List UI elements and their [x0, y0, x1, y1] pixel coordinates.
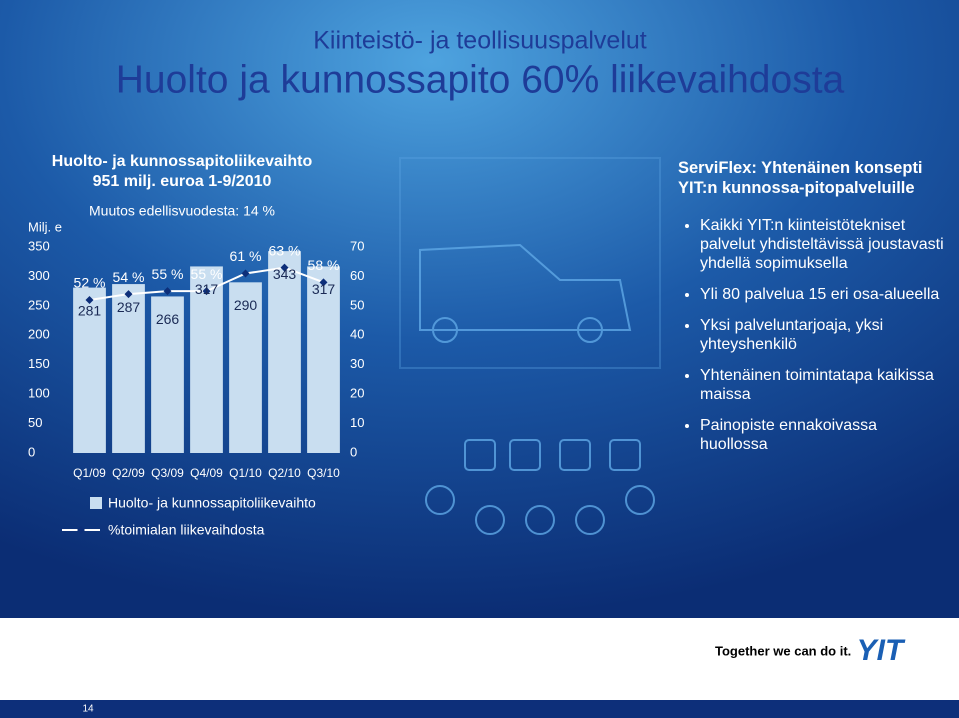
y2-tick-label: 30: [350, 356, 364, 371]
y-tick-label: 250: [28, 297, 50, 312]
line-marker: [163, 287, 172, 296]
footer-band: [0, 618, 959, 700]
x-tick-label: Q2/09: [112, 466, 145, 480]
y-axis-label: Milj. e: [28, 219, 62, 234]
line-marker: [124, 290, 133, 299]
chart-title: 951 milj. euroa 1-9/2010: [93, 173, 272, 190]
y-tick-label: 350: [28, 238, 50, 253]
y2-tick-label: 70: [350, 238, 364, 253]
x-tick-label: Q3/09: [151, 466, 184, 480]
x-tick-label: Q4/09: [190, 466, 223, 480]
bar-value-label: 281: [78, 302, 102, 318]
bullet-list: Kaikki YIT:n kiinteistötekniset palvelut…: [678, 216, 948, 454]
line-marker: [202, 287, 211, 296]
y-tick-label: 100: [28, 386, 50, 401]
x-tick-label: Q1/10: [229, 466, 262, 480]
bar-value-label: 290: [234, 297, 258, 313]
footer-bar: [0, 700, 959, 718]
line-value-label: 58 %: [308, 257, 340, 273]
legend-marker: [77, 526, 85, 534]
line-value-label: 55 %: [152, 266, 184, 282]
bullet: Yli 80 palvelua 15 eri osa-alueella: [700, 285, 948, 304]
bar: [112, 284, 145, 453]
line-marker: [319, 278, 328, 287]
bar-value-label: 317: [195, 281, 219, 297]
line-marker: [241, 269, 250, 278]
bar: [190, 266, 223, 453]
y-tick-label: 150: [28, 356, 50, 371]
y2-tick-label: 50: [350, 297, 364, 312]
line-value-label: 61 %: [230, 248, 262, 264]
y-tick-label: 200: [28, 327, 50, 342]
bullet: Kaikki YIT:n kiinteistötekniset palvelut…: [700, 216, 948, 273]
bullet: Yksi palveluntarjoaja, yksi yhteyshenkil…: [700, 316, 948, 354]
bar-value-label: 317: [312, 281, 336, 297]
chart-title: Huolto- ja kunnossapitoliikevaihto: [52, 153, 313, 170]
bar: [229, 282, 262, 453]
x-tick-label: Q1/09: [73, 466, 106, 480]
y2-tick-label: 10: [350, 415, 364, 430]
y-tick-label: 50: [28, 415, 42, 430]
panel-title: ServiFlex: Yhtenäinen konsepti YIT:n kun…: [678, 159, 923, 197]
chart-subtitle: Muutos edellisvuodesta: 14 %: [89, 203, 275, 219]
y2-tick-label: 60: [350, 268, 364, 283]
illustration: [399, 157, 661, 535]
service-panel: ServiFlex: Yhtenäinen konsepti YIT:n kun…: [678, 158, 948, 466]
bar: [151, 296, 184, 453]
bar: [268, 251, 301, 453]
logo: YIT: [857, 634, 906, 667]
x-tick-label: Q3/10: [307, 466, 340, 480]
legend-label: Huolto- ja kunnossapitoliikevaihto: [108, 495, 316, 511]
x-tick-label: Q2/10: [268, 466, 301, 480]
bar-value-label: 343: [273, 266, 297, 282]
bullet: Painopiste ennakoivassa huollossa: [700, 416, 948, 454]
y2-tick-label: 20: [350, 386, 364, 401]
line-marker: [85, 295, 94, 304]
bar: [73, 287, 106, 453]
line-value-label: 52 %: [74, 275, 106, 291]
bar-value-label: 287: [117, 299, 141, 315]
bar-value-label: 266: [156, 311, 180, 327]
y2-tick-label: 0: [350, 444, 357, 459]
line-value-label: 55 %: [191, 266, 223, 282]
line-value-label: 63 %: [269, 242, 301, 258]
bar: [307, 266, 340, 453]
bullet: Yhtenäinen toimintatapa kaikissa maissa: [700, 366, 948, 404]
slide-title: Huolto ja kunnossapito 60% liikevaihdost…: [116, 58, 845, 101]
page-number: 14: [82, 704, 94, 715]
y-tick-label: 0: [28, 444, 35, 459]
slogan: Together we can do it.: [715, 643, 851, 658]
y-tick-label: 300: [28, 268, 50, 283]
line-marker: [280, 263, 289, 272]
y2-tick-label: 40: [350, 327, 364, 342]
legend-label: %toimialan liikevaihdosta: [108, 522, 265, 538]
legend-swatch: [90, 497, 102, 509]
slide-subtitle: Kiinteistö- ja teollisuuspalvelut: [313, 27, 647, 55]
line-value-label: 54 %: [113, 269, 145, 285]
